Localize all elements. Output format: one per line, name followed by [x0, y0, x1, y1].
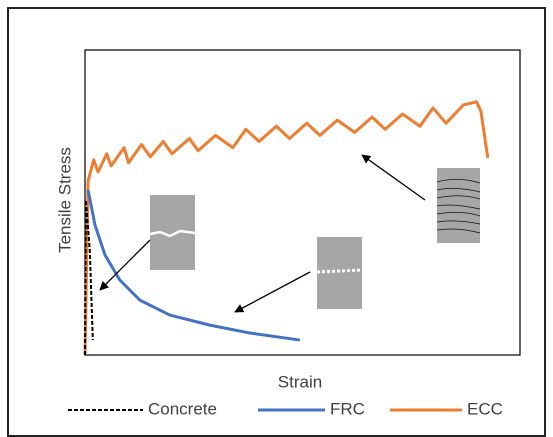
- y-axis-label: Tensile Stress: [55, 147, 74, 253]
- arrow: [235, 272, 310, 312]
- legend-label: FRC: [330, 399, 365, 418]
- specimen-concrete-crack: [317, 237, 362, 309]
- legend: Concrete FRC ECC: [68, 399, 503, 418]
- chart: Strain Tensile Stress Concrete FRC ECC: [0, 0, 553, 437]
- series-line: [85, 102, 488, 355]
- x-axis-label: Strain: [278, 372, 322, 391]
- specimen-ecc: [437, 168, 480, 243]
- arrow: [362, 155, 425, 200]
- arrow: [100, 240, 150, 290]
- legend-label: ECC: [467, 399, 503, 418]
- specimen-frc: [150, 195, 195, 270]
- series: [85, 102, 488, 355]
- legend-label: Concrete: [148, 399, 217, 418]
